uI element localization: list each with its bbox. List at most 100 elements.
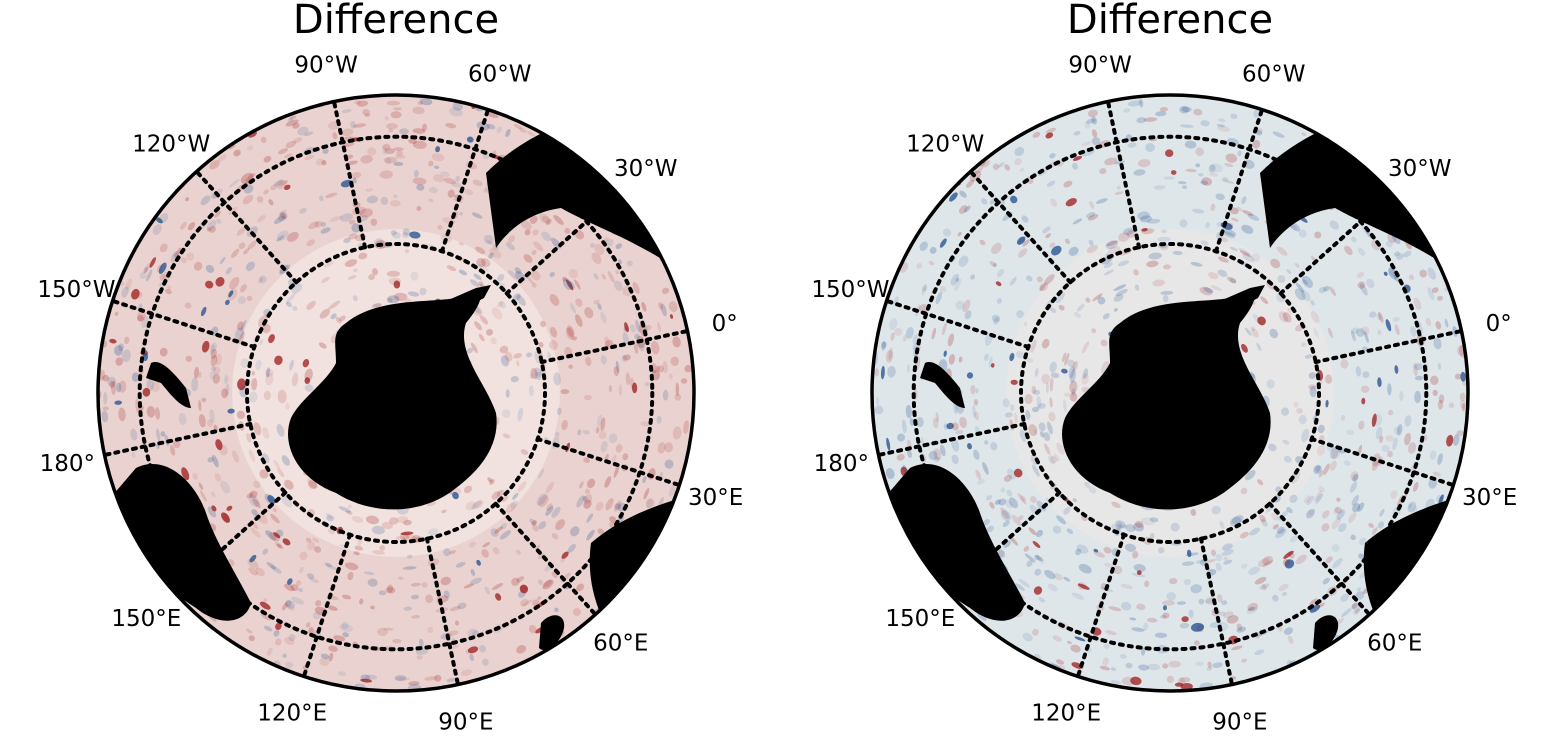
anomaly-blob: [1064, 392, 1071, 397]
anomaly-blob: [251, 509, 258, 516]
anomaly-blob: [308, 627, 314, 635]
anomaly-blob: [564, 227, 571, 234]
anomaly-blob: [575, 314, 583, 327]
anomaly-blob: [328, 300, 341, 310]
anomaly-blob: [973, 399, 979, 406]
anomaly-blob: [407, 554, 413, 559]
anomaly-blob: [187, 222, 196, 231]
anomaly-blob: [1045, 233, 1051, 239]
anomaly-blob: [478, 333, 485, 342]
anomaly-blob: [964, 310, 972, 320]
anomaly-blob: [1241, 343, 1248, 353]
anomaly-blob: [1294, 288, 1306, 301]
anomaly-blob: [874, 405, 884, 415]
anomaly-blob: [538, 213, 551, 225]
anomaly-blob: [1323, 463, 1330, 475]
longitude-gridline: [1313, 329, 1464, 364]
anomaly-blob: [240, 358, 249, 368]
anomaly-blob: [629, 377, 635, 389]
anomaly-blob: [541, 215, 550, 224]
anomaly-blob: [1329, 460, 1337, 471]
anomaly-blob: [295, 580, 302, 587]
anomaly-blob: [1429, 450, 1437, 460]
anomaly-blob: [118, 380, 127, 393]
anomaly-blob: [371, 525, 385, 535]
antarctica-landmass: [1062, 291, 1271, 510]
anomaly-blob: [1461, 403, 1466, 412]
anomaly-blob: [441, 509, 447, 514]
polar-map: 90°W 60°W30°W0°30°E60°E90°E120°E150°E180°…: [811, 52, 1517, 735]
anomaly-blob: [501, 495, 509, 503]
anomaly-blob: [481, 549, 489, 558]
anomaly-blob: [595, 426, 600, 434]
anomaly-blob: [1087, 109, 1098, 118]
anomaly-blob: [510, 375, 519, 383]
anomaly-blob: [958, 356, 963, 363]
anomaly-blob: [386, 123, 398, 130]
anomaly-blob: [1044, 569, 1056, 580]
anomaly-blob: [621, 354, 628, 363]
anomaly-blob: [1235, 206, 1243, 212]
anomaly-blob: [455, 175, 461, 182]
anomaly-blob: [259, 339, 264, 345]
anomaly-blob: [1306, 495, 1314, 506]
anomaly-blob: [1236, 623, 1243, 631]
anomaly-blob: [1207, 661, 1212, 669]
anomaly-blob: [633, 342, 639, 354]
anomaly-blob: [1223, 556, 1228, 561]
anomaly-blob: [282, 538, 291, 546]
anomaly-blob: [449, 550, 457, 555]
anomaly-blob: [1045, 132, 1054, 139]
anomaly-blob: [270, 513, 280, 524]
anomaly-blob: [1138, 664, 1150, 671]
anomaly-blob: [1333, 507, 1339, 515]
anomaly-blob: [284, 479, 294, 490]
anomaly-blob: [379, 170, 393, 179]
anomaly-blob: [1179, 124, 1194, 128]
anomaly-blob: [338, 506, 352, 513]
anomaly-blob: [1076, 303, 1085, 312]
anomaly-blob: [591, 252, 602, 265]
anomaly-blob: [583, 457, 590, 463]
anomaly-blob: [523, 254, 533, 263]
anomaly-blob: [1238, 247, 1251, 255]
anomaly-blob: [344, 562, 359, 571]
anomaly-blob: [986, 525, 994, 533]
anomaly-blob: [1317, 602, 1325, 608]
anomaly-blob: [982, 461, 989, 475]
anomaly-blob: [1355, 366, 1362, 377]
anomaly-blob: [531, 249, 537, 255]
anomaly-blob: [1125, 524, 1136, 533]
anomaly-blob: [582, 429, 591, 435]
anomaly-blob: [1005, 499, 1013, 509]
anomaly-blob: [1042, 226, 1051, 234]
anomaly-blob: [1237, 150, 1242, 157]
anomaly-blob: [1239, 250, 1252, 257]
anomaly-blob: [579, 481, 584, 489]
anomaly-blob: [1030, 339, 1037, 353]
anomaly-blob: [358, 252, 368, 260]
anomaly-blob: [1137, 159, 1151, 168]
anomaly-blob: [200, 306, 207, 317]
anomaly-blob: [209, 409, 215, 423]
anomaly-blob: [907, 449, 912, 458]
anomaly-blob: [383, 627, 394, 631]
anomaly-blob: [1216, 221, 1223, 227]
anomaly-blob: [887, 365, 896, 378]
anomaly-blob: [240, 319, 247, 332]
anomaly-blob: [1133, 169, 1146, 176]
anomaly-blob: [1016, 236, 1026, 245]
anomaly-blob: [480, 258, 491, 268]
anomaly-blob: [273, 179, 284, 187]
anomaly-blob: [382, 143, 391, 151]
anomaly-blob: [1181, 106, 1192, 113]
anomaly-blob: [656, 416, 662, 424]
anomaly-blob: [388, 128, 394, 133]
anomaly-blob: [672, 336, 681, 348]
anomaly-blob: [357, 537, 363, 546]
anomaly-blob: [315, 600, 322, 607]
anomaly-blob: [1038, 597, 1046, 603]
anomaly-blob: [186, 252, 195, 261]
anomaly-blob: [1049, 397, 1053, 408]
anomaly-blob: [298, 566, 305, 574]
